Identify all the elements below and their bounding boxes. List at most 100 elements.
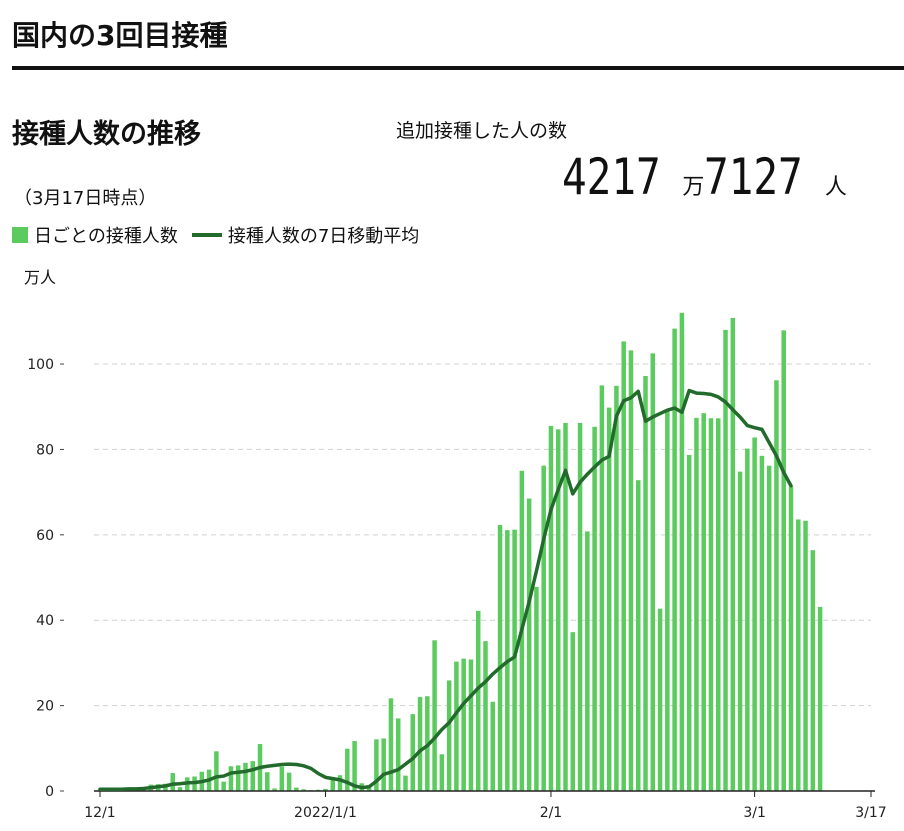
daily-bar — [752, 437, 757, 791]
daily-bar — [796, 519, 801, 791]
daily-bar — [650, 353, 656, 791]
daily-bar — [730, 317, 736, 791]
legend-line-swatch — [191, 233, 222, 237]
x-tick-label: 2/1 — [540, 805, 563, 821]
daily-bar — [599, 385, 605, 791]
total-rest-value: 7127 — [704, 148, 804, 206]
daily-bar — [323, 788, 328, 791]
y-axis-unit: 万人 — [24, 268, 57, 287]
daily-bar — [265, 772, 270, 791]
daily-bar — [475, 610, 481, 791]
daily-bar — [810, 550, 816, 791]
daily-bar — [345, 748, 350, 791]
daily-bar — [672, 328, 677, 791]
legend-line-label: 接種人数の7日移動平均 — [227, 226, 420, 247]
total-label: 追加接種した人の数 — [396, 120, 568, 142]
daily-bar — [788, 486, 794, 791]
daily-bar — [817, 606, 823, 791]
daily-bar — [381, 738, 386, 791]
daily-bar — [745, 448, 750, 791]
daily-bar — [592, 426, 597, 791]
as-of-date: （3月17日時点） — [14, 188, 157, 209]
total-man-unit: 万 — [682, 175, 705, 200]
y-tick-label: 100 — [27, 357, 54, 373]
y-tick-label: 60 — [36, 528, 54, 544]
section-title: 接種人数の推移 — [12, 119, 201, 150]
x-tick-label: 3/1 — [743, 805, 766, 821]
daily-bar — [534, 586, 539, 791]
daily-bar — [439, 754, 445, 791]
daily-bar — [432, 640, 437, 791]
daily-bar — [468, 659, 474, 791]
page-title: 国内の3回目接種 — [12, 19, 228, 52]
daily-bar — [352, 741, 357, 791]
daily-bar — [395, 718, 401, 791]
total-rest-unit: 人 — [824, 175, 847, 200]
daily-bar — [374, 739, 379, 791]
daily-bar — [657, 608, 663, 791]
daily-bar — [388, 698, 394, 791]
daily-bar — [243, 762, 248, 791]
daily-bar — [301, 789, 306, 791]
daily-bar — [679, 312, 685, 791]
total-value: 4217 万7127 人 — [562, 148, 847, 206]
daily-bar — [774, 380, 779, 791]
moving-average-line — [98, 388, 793, 792]
legend-bar-swatch — [12, 227, 28, 243]
daily-bar — [723, 329, 728, 791]
daily-bar — [686, 454, 692, 791]
daily-bar — [454, 661, 459, 791]
daily-bar — [563, 422, 568, 791]
daily-bar — [330, 778, 336, 791]
daily-bar — [446, 680, 452, 791]
daily-bar — [708, 418, 714, 791]
daily-bar — [621, 341, 626, 791]
y-tick-label: 80 — [36, 442, 54, 458]
y-tick-label: 40 — [36, 613, 54, 629]
daily-bar — [701, 413, 706, 791]
title-divider — [12, 66, 904, 70]
x-tick-label: 2022/1/1 — [294, 805, 357, 821]
daily-bar — [694, 417, 699, 791]
daily-bar — [366, 787, 372, 791]
daily-bar — [614, 385, 619, 791]
daily-bar — [403, 775, 408, 791]
y-tick-label: 20 — [36, 699, 54, 715]
daily-bar — [635, 480, 641, 791]
legend-bar-label: 日ごとの接種人数 — [34, 226, 178, 247]
daily-bar — [483, 641, 488, 791]
daily-bar — [294, 787, 299, 791]
daily-bar — [235, 765, 241, 791]
y-tick-label: 0 — [45, 784, 54, 800]
daily-bar — [221, 781, 226, 791]
daily-bar — [781, 330, 786, 791]
daily-bar — [410, 714, 416, 791]
daily-bar — [177, 787, 183, 791]
daily-bar — [461, 658, 466, 791]
daily-bar — [541, 465, 546, 791]
total-man-value: 4217 — [562, 148, 661, 206]
daily-bar — [286, 772, 292, 791]
daily-bar — [497, 525, 503, 791]
daily-bar — [512, 529, 517, 791]
daily-bar — [759, 455, 765, 791]
daily-bar — [570, 632, 576, 791]
daily-bar — [490, 701, 496, 791]
daily-bar — [250, 761, 255, 791]
daily-bar — [737, 471, 743, 791]
daily-bar — [170, 773, 175, 791]
daily-bar — [766, 465, 772, 791]
daily-bar — [214, 751, 219, 791]
daily-bar — [337, 775, 343, 791]
chart-legend: 日ごとの接種人数 接種人数の7日移動平均 — [12, 222, 419, 248]
daily-bar — [228, 766, 234, 791]
daily-bar — [606, 407, 612, 791]
daily-bar — [643, 376, 648, 791]
daily-bar — [665, 411, 670, 791]
daily-bar — [272, 788, 277, 791]
daily-bar — [585, 531, 590, 791]
daily-bar — [716, 418, 721, 791]
vaccination-chart: 0 20 40 60 80 100 12/1 2022/1/1 2/1 3/1 3/17 — [27, 312, 887, 821]
x-tick-label: 12/1 — [84, 805, 115, 821]
daily-bar — [628, 350, 634, 791]
